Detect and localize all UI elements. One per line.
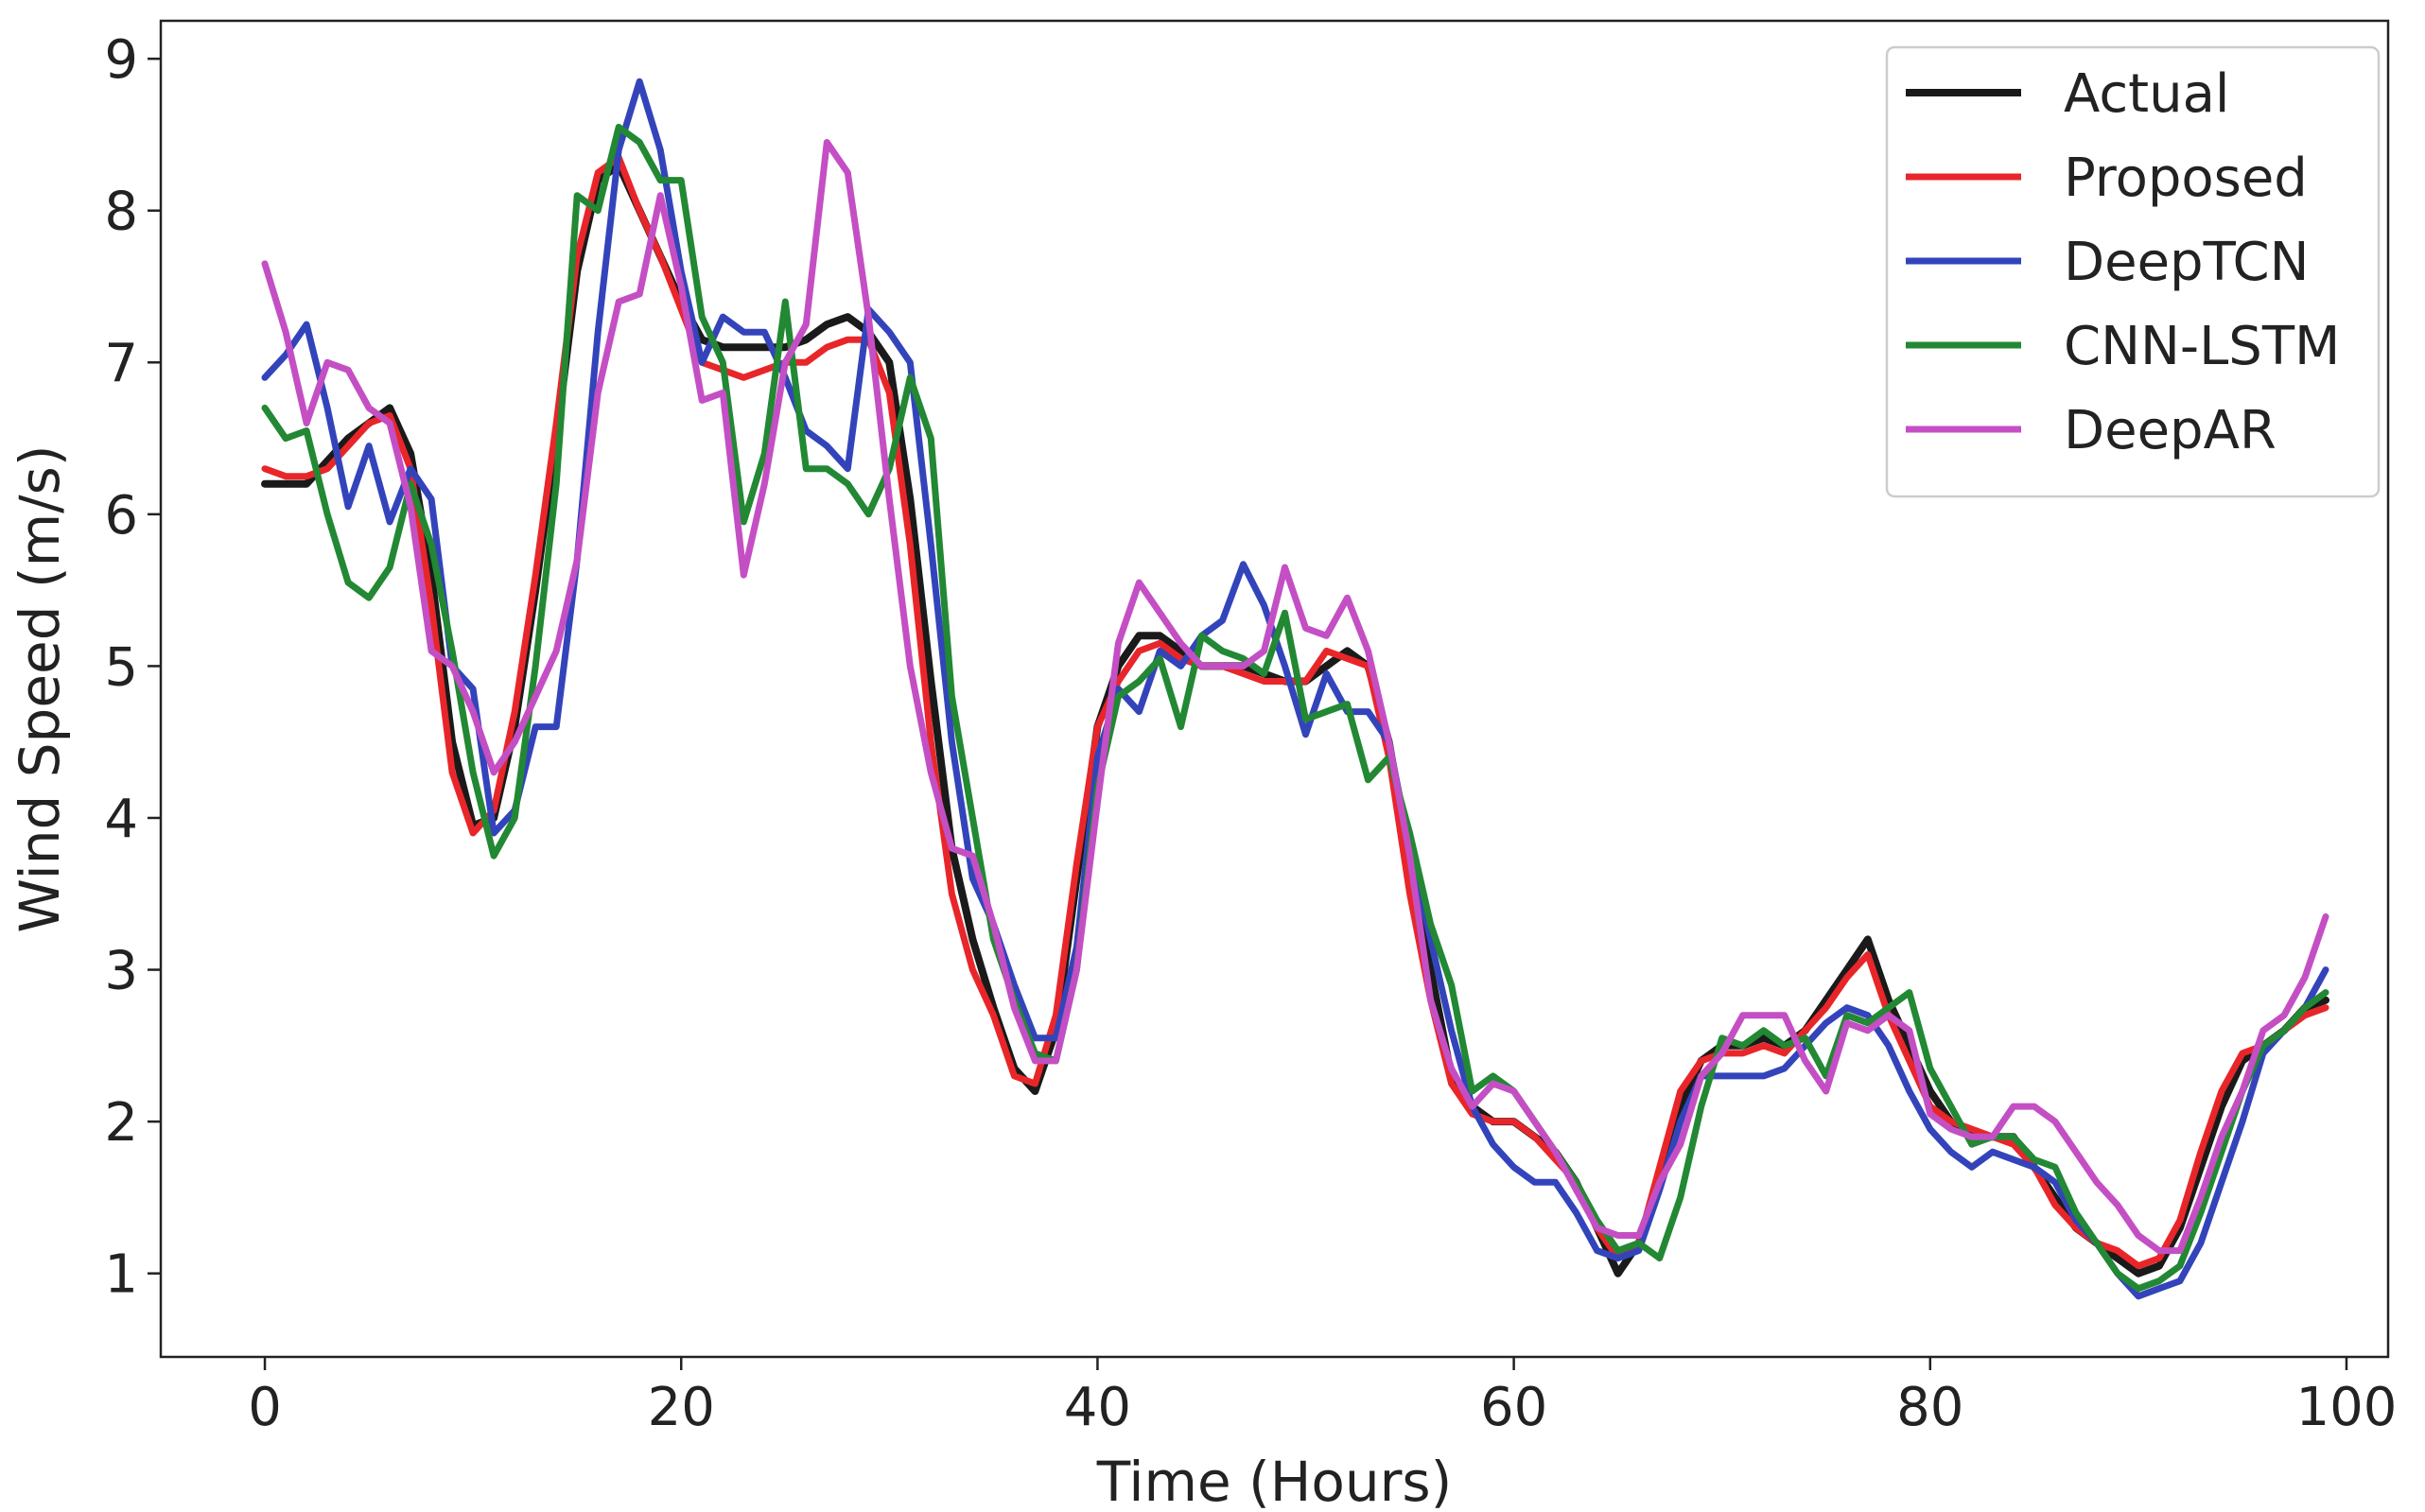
x-tick-label: 40: [1064, 1377, 1131, 1438]
y-tick-label: 8: [104, 182, 138, 243]
y-tick-label: 3: [104, 941, 138, 1002]
legend-label: Actual: [2064, 63, 2229, 125]
y-tick-label: 6: [104, 485, 138, 547]
y-tick-label: 9: [104, 29, 138, 91]
legend-label: DeepAR: [2064, 400, 2277, 461]
series-line-cnn-lstm: [261, 123, 2329, 1293]
legend-label: DeepTCN: [2064, 232, 2310, 293]
x-tick-label: 20: [648, 1377, 715, 1438]
series-line-deeptcn: [261, 78, 2329, 1300]
legend-label: CNN-LSTM: [2064, 316, 2340, 377]
y-tick-label: 4: [104, 789, 138, 850]
y-axis: 1 2 3 4 5 6 7 8 9: [104, 29, 161, 1306]
legend-label: Proposed: [2064, 148, 2308, 209]
y-tick-label: 1: [104, 1244, 138, 1306]
plot-frame: [159, 19, 2390, 1359]
legend: Actual Proposed DeepTCN CNN-LSTM DeepAR: [1885, 45, 2381, 498]
x-axis: 0 20 40 60 80 100: [248, 1357, 2397, 1438]
x-axis-title: Time (Hours): [1096, 1450, 1453, 1512]
x-tick-label: 80: [1896, 1377, 1963, 1438]
y-tick-label: 7: [104, 333, 138, 394]
y-tick-label: 2: [104, 1092, 138, 1154]
legend-box: [1885, 45, 2381, 498]
x-tick-label: 100: [2296, 1377, 2398, 1438]
series-line-deepar: [261, 139, 2329, 1255]
y-tick-label: 5: [104, 636, 138, 698]
y-axis-title: Wind Speed (m/s): [8, 445, 72, 933]
x-tick-label: 0: [248, 1377, 282, 1438]
x-tick-label: 60: [1480, 1377, 1547, 1438]
series-layer: [261, 78, 2329, 1300]
